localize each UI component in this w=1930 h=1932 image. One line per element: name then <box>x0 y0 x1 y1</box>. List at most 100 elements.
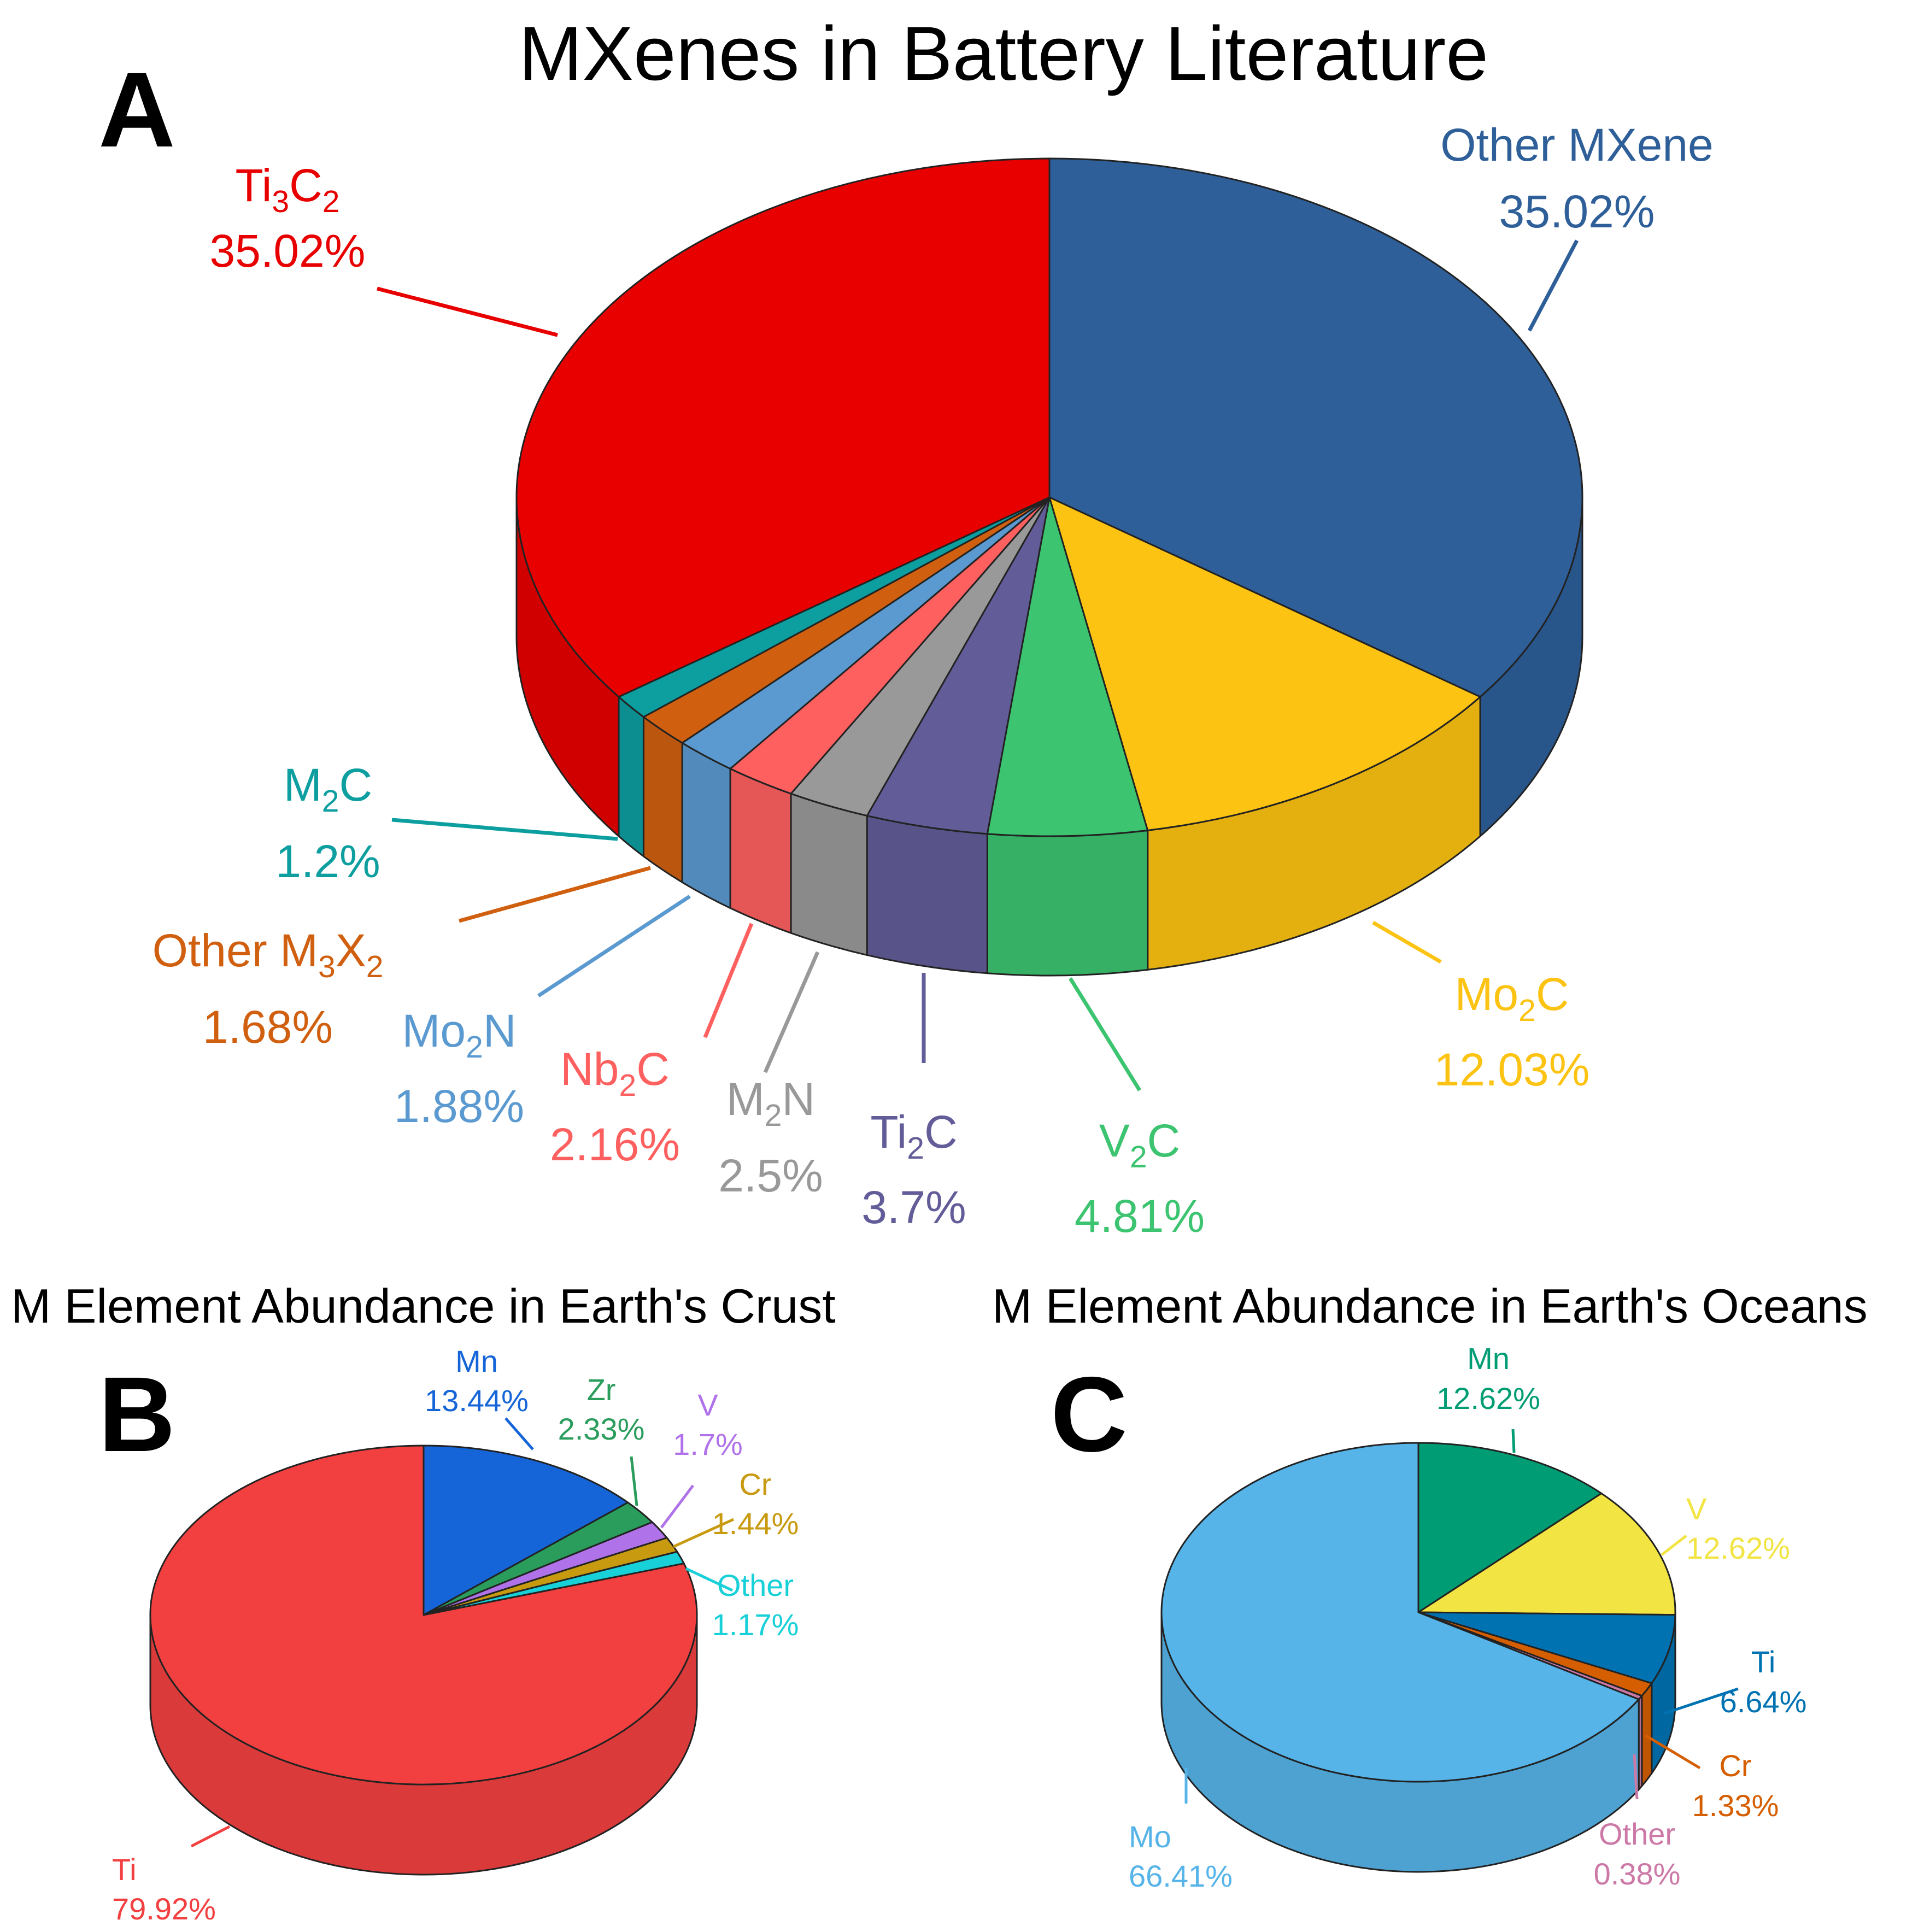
subscript: 3 <box>272 184 289 219</box>
pie-b-label-zr: Zr 2.33% <box>558 1372 645 1506</box>
pie-b-value-other: 1.17% <box>712 1607 799 1642</box>
pie-c-name-cr: Cr <box>1719 1748 1751 1783</box>
pie-c-leader-ti <box>1664 1687 1739 1715</box>
pie-b-name-cr: Cr <box>739 1467 771 1501</box>
pie-chart-a: Other MXene 35.02% Mo2C 12.03% V2C 4.81% Ti2C 3… <box>152 119 1714 1242</box>
pie-a-leader-ti3c2 <box>377 286 558 337</box>
pie-c-name-other: Other <box>1599 1817 1675 1851</box>
pie-c-label-other: Other 0.38% <box>1594 1754 1681 1891</box>
pie-a-slice-other-mxene <box>1048 157 1583 698</box>
pie-c-leader-v <box>1661 1535 1687 1556</box>
pie-a-leader-mo2n <box>537 895 691 997</box>
pie-c-name-ti: Ti <box>1751 1645 1776 1679</box>
pie-c-slice-mn <box>1417 1442 1603 1613</box>
pie-c-value-v: 12.62% <box>1686 1531 1790 1565</box>
chart-a-title: MXenes in Battery Literature <box>519 10 1488 96</box>
pie-a-name-v2c: V2C <box>1099 1115 1180 1175</box>
pie-a-name-ti2c: Ti2C <box>870 1106 957 1166</box>
pie-a-leader-m2n <box>763 951 820 1073</box>
pie-a-value-v2c: 4.81% <box>1075 1190 1205 1242</box>
pie-a-name-mo2c: Mo2C <box>1454 968 1569 1028</box>
pie-b-name-ti: Ti <box>112 1852 137 1887</box>
pie-chart-c: Mn 12.62% V 12.62% Ti 6.64% Cr 1.33% Other 0.38% M… <box>1129 1341 1806 1893</box>
pie-b-name-v: V <box>697 1388 718 1422</box>
panel-b-letter: B <box>98 1355 175 1474</box>
pie-b-leader-cr <box>672 1518 735 1548</box>
subscript: 2 <box>619 1068 637 1103</box>
pie-a-leader-m2c <box>391 818 618 841</box>
pie-b-value-ti: 79.92% <box>112 1892 216 1926</box>
pie-b-value-zr: 2.33% <box>558 1412 645 1446</box>
pie-a-wall-ti2c <box>866 815 988 974</box>
pie-a-slice-v2c <box>986 496 1149 837</box>
pie-chart-b: Mn 13.44% Zr 2.33% V 1.7% Cr 1.44% Other 1.17% Ti 7… <box>112 1344 799 1926</box>
pie-a-label-ti2c: Ti2C 3.7% <box>861 973 966 1233</box>
pie-b-label-v: V 1.7% <box>660 1388 743 1529</box>
pie-a-value-mo2n: 1.88% <box>394 1080 524 1132</box>
pie-c-value-ti: 6.64% <box>1720 1684 1807 1719</box>
pie-a-leader-mo2c <box>1372 920 1442 964</box>
pie-a-wall-v2c <box>986 829 1149 977</box>
pie-b-leader-zr <box>630 1456 638 1506</box>
pie-c-label-v: V 12.62% <box>1661 1491 1790 1565</box>
pie-a-name-ti3c2: Ti3C2 <box>236 160 340 219</box>
pie-a-leader-other-mxene <box>1527 239 1579 332</box>
panel-c-letter: C <box>1051 1355 1128 1474</box>
pie-c-slice-v <box>1417 1492 1676 1616</box>
pie-c-name-mo: Mo <box>1129 1819 1171 1854</box>
subscript: 3 <box>318 949 336 984</box>
pie-a-value-other-mxene: 35.02% <box>1499 186 1655 237</box>
pie-a-leader-v2c <box>1069 977 1141 1091</box>
subscript: 2 <box>366 949 384 984</box>
subscript: 2 <box>907 1131 924 1166</box>
pie-c-name-v: V <box>1686 1491 1707 1526</box>
pie-a-label-m2n: M2N 2.5% <box>718 951 823 1201</box>
pie-b-value-cr: 1.44% <box>712 1506 799 1541</box>
pie-b-leader-other <box>685 1567 734 1592</box>
pie-a-wall-other-m3x2 <box>642 716 683 883</box>
pie-a-value-ti2c: 3.7% <box>861 1182 966 1233</box>
pie-c-label-mo: Mo 66.41% <box>1129 1768 1233 1893</box>
pie-c-label-mn: Mn 12.62% <box>1436 1341 1540 1453</box>
pie-b-leader-v <box>660 1484 694 1529</box>
pie-b-leader-ti <box>190 1825 231 1848</box>
pie-a-slice-ti3c2 <box>515 157 1051 698</box>
pie-a-wall-mo2n <box>681 742 731 909</box>
pie-b-name-mn: Mn <box>455 1344 498 1378</box>
pie-a-slice-mo2c <box>1048 496 1481 831</box>
subscript: 2 <box>322 184 340 219</box>
pie-a-slice-ti2c <box>866 496 1051 835</box>
pie-b-value-v: 1.7% <box>673 1427 743 1461</box>
pie-a-label-other-m3x2: Other M3X2 1.68% <box>152 866 651 1053</box>
pie-a-label-mo2c: Mo2C 12.03% <box>1372 920 1590 1095</box>
pie-c-value-other: 0.38% <box>1594 1857 1681 1891</box>
pie-a-name-nb2c: Nb2C <box>560 1043 670 1103</box>
pie-a-value-m2n: 2.5% <box>718 1150 823 1201</box>
subscript: 2 <box>322 784 339 819</box>
pie-a-name-mo2n: Mo2N <box>402 1005 516 1065</box>
pie-a-wall-nb2c <box>729 768 792 934</box>
pie-a-label-nb2c: Nb2C 2.16% <box>550 923 754 1170</box>
panel-a-letter: A <box>98 50 175 169</box>
pie-a-name-m2c: M2C <box>284 759 372 819</box>
pie-b-slice-ti <box>149 1444 698 1786</box>
pie-b-name-zr: Zr <box>587 1372 616 1407</box>
pie-b-label-ti: Ti 79.92% <box>112 1825 231 1926</box>
pie-a-value-mo2c: 12.03% <box>1434 1044 1590 1095</box>
pie-a-leader-other-m3x2 <box>459 866 651 923</box>
chart-b-title: M Element Abundance in Earth's Crust <box>11 1279 836 1333</box>
pie-c-slice-mo <box>1160 1442 1640 1783</box>
pie-a-label-v2c: V2C 4.81% <box>1069 977 1205 1242</box>
subscript: 2 <box>466 1030 483 1065</box>
pie-a-label-ti3c2: Ti3C2 35.02% <box>210 160 558 337</box>
subscript: 2 <box>765 1098 782 1133</box>
chart-c-title: M Element Abundance in Earth's Oceans <box>992 1279 1868 1333</box>
pie-c-value-mn: 12.62% <box>1436 1381 1540 1416</box>
pie-a-label-other-mxene: Other MXene 35.02% <box>1440 119 1714 332</box>
pie-a-name-m2n: M2N <box>726 1073 815 1133</box>
pie-b-slice-mn <box>423 1444 629 1616</box>
pie-c-value-cr: 1.33% <box>1692 1788 1779 1823</box>
pie-a-value-nb2c: 2.16% <box>550 1119 680 1170</box>
pie-a-value-m2c: 1.2% <box>275 836 380 887</box>
